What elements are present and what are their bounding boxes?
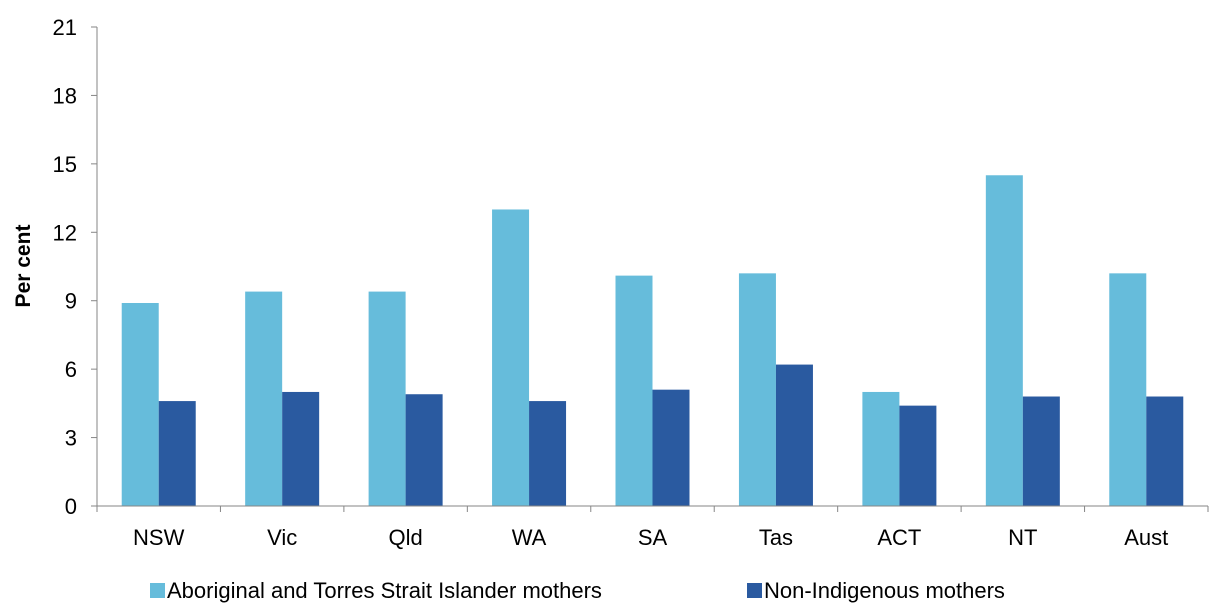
x-tick-label: WA xyxy=(512,525,547,550)
x-tick-label: Tas xyxy=(759,525,793,550)
bar-aboriginal-aust xyxy=(1109,273,1147,506)
y-tick-label: 6 xyxy=(65,357,77,382)
y-tick-label: 0 xyxy=(65,494,77,519)
y-tick-label: 9 xyxy=(65,289,77,314)
bar-non-indigenous-wa xyxy=(529,401,567,506)
x-tick-label: Vic xyxy=(267,525,297,550)
bar-non-indigenous-vic xyxy=(282,391,320,506)
bar-non-indigenous-qld xyxy=(405,394,443,506)
bar-non-indigenous-tas xyxy=(775,364,813,506)
x-tick-label: Aust xyxy=(1124,525,1168,550)
bar-non-indigenous-nsw xyxy=(158,401,196,506)
legend-swatch xyxy=(150,583,165,598)
y-axis-label: Per cent xyxy=(12,225,35,308)
legend: Aboriginal and Torres Strait Islander mo… xyxy=(150,578,1005,603)
y-axis: 0 3 6 9 12 15 18 21 xyxy=(53,15,98,519)
y-tick-label: 21 xyxy=(53,15,77,40)
legend-swatch xyxy=(747,583,762,598)
x-axis: NSW Vic Qld WA SA Tas ACT NT Aust xyxy=(96,505,1209,550)
bar-aboriginal-nsw xyxy=(121,302,159,506)
bar-aboriginal-qld xyxy=(368,291,406,506)
x-tick-label: NSW xyxy=(133,525,185,550)
bar-aboriginal-wa xyxy=(492,209,530,506)
y-tick-label: 15 xyxy=(53,152,77,177)
bar-aboriginal-tas xyxy=(738,273,776,506)
y-tick-label: 3 xyxy=(65,426,77,451)
bar-aboriginal-act xyxy=(862,391,900,506)
y-tick-label: 18 xyxy=(53,83,77,108)
bars-group xyxy=(121,175,1184,506)
x-tick-label: SA xyxy=(638,525,668,550)
x-tick-label: NT xyxy=(1008,525,1037,550)
x-tick-label: ACT xyxy=(877,525,921,550)
bar-aboriginal-vic xyxy=(245,291,283,506)
bar-non-indigenous-aust xyxy=(1146,396,1184,506)
bar-non-indigenous-nt xyxy=(1022,396,1060,506)
legend-label: Aboriginal and Torres Strait Islander mo… xyxy=(167,578,602,603)
x-tick-label: Qld xyxy=(388,525,422,550)
bar-non-indigenous-sa xyxy=(652,389,690,506)
bar-aboriginal-sa xyxy=(615,275,653,506)
bar-aboriginal-nt xyxy=(985,175,1023,506)
y-tick-label: 12 xyxy=(53,220,77,245)
bar-non-indigenous-act xyxy=(899,405,937,506)
legend-label: Non-Indigenous mothers xyxy=(764,578,1005,603)
